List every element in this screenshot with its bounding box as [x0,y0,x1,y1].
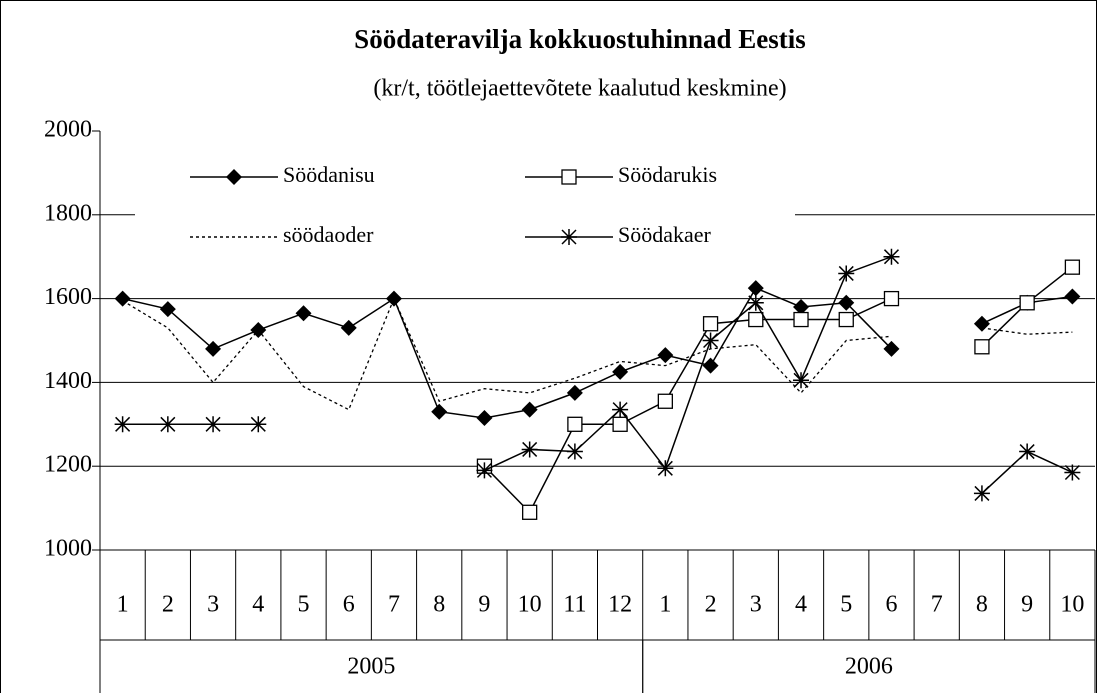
y-tick-label: 1000 [44,536,92,562]
star-marker [973,485,990,502]
x-tick-label: 5 [840,592,852,618]
diamond-marker [159,301,176,318]
legend-label: Söödanisu [283,162,375,187]
square-marker [838,311,854,328]
star-marker [205,416,222,433]
square-marker [1019,295,1035,311]
square-marker [657,393,673,409]
x-tick-label: 12 [608,592,632,618]
diamond-marker [385,290,402,307]
star-marker [250,416,267,433]
x-tick-label: 8 [433,592,445,618]
star-marker [883,248,900,265]
star-marker [561,229,577,245]
y-tick-label: 1400 [44,368,92,394]
square-marker [567,416,583,432]
diamond-marker [612,363,629,380]
x-tick-label: 10 [518,592,542,618]
diamond-marker [1064,288,1081,305]
square-marker [883,290,900,307]
x-tick-label: 3 [207,592,219,618]
x-tick-label: 4 [252,592,264,618]
diamond-marker [883,340,900,357]
star-marker [566,443,583,460]
x-tick-label: 10 [1060,592,1084,618]
star-marker [476,462,493,479]
y-tick-label: 1800 [44,200,92,226]
star-marker [612,401,629,418]
series-line [122,287,1073,419]
diamond-marker [838,294,855,311]
x-tick-label: 1 [117,592,129,618]
y-tick-label: 2000 [44,117,92,143]
series-line [122,255,1073,494]
legend-label: söödaoder [283,222,374,247]
x-tick-label: 3 [750,592,762,618]
x-tick-label: 11 [563,592,586,618]
star-marker [657,460,674,477]
series [122,296,1073,411]
series [476,259,1081,520]
chart-subtitle: (kr/t, töötlejaettevõtete kaalutud keskm… [373,76,786,102]
group-label: 2005 [347,654,395,680]
star-marker [747,294,764,311]
diamond-marker [205,340,222,357]
star-marker [521,441,538,458]
star-marker [702,332,719,349]
legend-label: Söödakaer [618,222,712,247]
x-tick-label: 1 [659,592,671,618]
square-marker [522,504,538,520]
square-marker [748,311,764,328]
x-tick-label: 6 [885,592,897,618]
star-marker [114,416,131,433]
diamond-marker [657,347,674,364]
star-marker [1064,464,1081,481]
legend-label: Söödarukis [618,162,717,187]
x-tick-label: 8 [976,592,988,618]
diamond-marker [476,410,493,427]
x-tick-label: 5 [298,592,310,618]
star-marker [1019,443,1036,460]
square-marker [1064,259,1081,275]
star-marker [159,416,176,433]
x-tick-label: 2 [162,592,174,618]
group-label: 2006 [845,654,893,680]
diamond-marker [521,401,538,418]
star-marker [838,265,855,282]
x-tick-label: 4 [795,592,807,618]
diamond-marker [114,290,131,307]
star-marker [793,372,810,389]
diamond-marker [793,298,810,315]
series-line [122,296,1073,411]
series [114,248,1081,502]
chart-title: Söödateravilja kokkuostuhinnad Eestis [354,24,806,54]
square-marker [974,339,990,355]
diamond-marker [295,305,312,322]
x-tick-label: 9 [1021,592,1033,618]
x-tick-label: 7 [388,592,400,618]
square-marker [561,169,577,185]
diamond-marker [566,384,583,401]
diamond-marker [340,319,357,336]
y-tick-label: 1200 [44,452,92,478]
square-marker [612,416,628,432]
diamond-marker [431,403,448,420]
x-tick-label: 6 [343,592,355,618]
series [114,280,1081,427]
diamond-marker [973,315,990,332]
diamond-marker [226,169,242,185]
x-tick-label: 2 [705,592,717,618]
y-tick-label: 1600 [44,284,92,310]
x-tick-label: 7 [931,592,943,618]
diamond-marker [747,280,764,297]
x-tick-label: 9 [478,592,490,618]
diamond-marker [702,357,719,374]
square-marker [793,311,809,328]
square-marker [702,316,719,332]
